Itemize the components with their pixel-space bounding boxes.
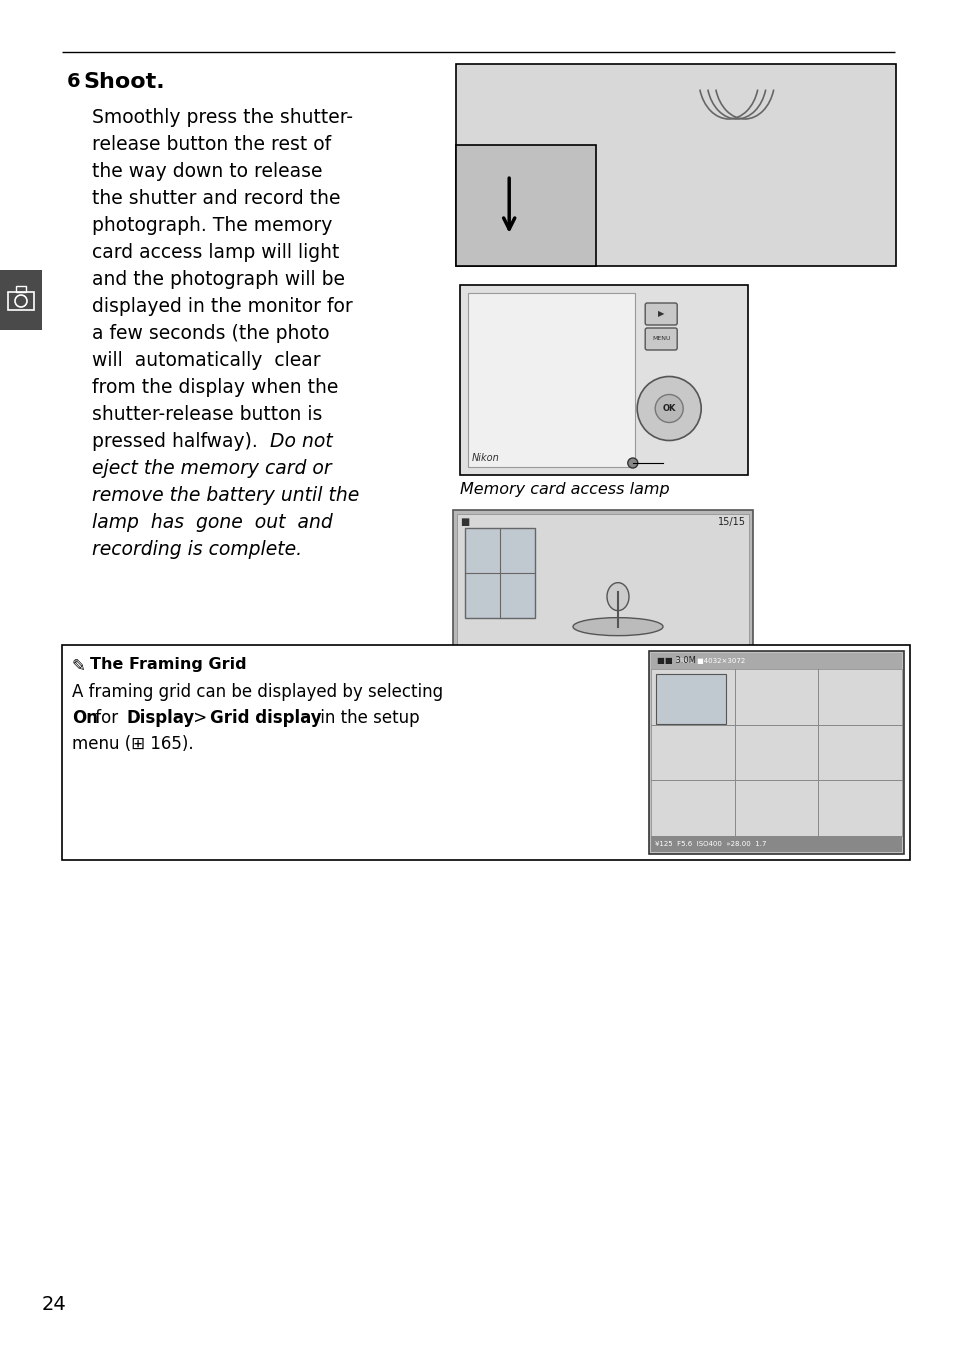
Text: release button the rest of: release button the rest of bbox=[91, 134, 331, 153]
Circle shape bbox=[655, 394, 682, 422]
Text: OK: OK bbox=[661, 404, 675, 413]
Bar bbox=[456, 145, 596, 266]
Text: menu (⊞ 165).: menu (⊞ 165). bbox=[71, 734, 193, 753]
Bar bbox=[8, 292, 34, 309]
Bar bbox=[650, 668, 901, 837]
Text: photograph. The memory: photograph. The memory bbox=[91, 217, 332, 235]
Bar bbox=[0, 270, 42, 330]
Bar bbox=[456, 514, 748, 654]
Text: Do not: Do not bbox=[270, 432, 333, 451]
Text: >: > bbox=[188, 709, 212, 728]
Ellipse shape bbox=[606, 582, 628, 611]
Text: shutter-release button is: shutter-release button is bbox=[91, 405, 322, 424]
Bar bbox=[468, 293, 635, 467]
Text: from the display when the: from the display when the bbox=[91, 378, 338, 397]
FancyBboxPatch shape bbox=[644, 328, 677, 350]
Text: recording is complete.: recording is complete. bbox=[91, 539, 302, 560]
Text: 15/15: 15/15 bbox=[718, 516, 745, 527]
Text: 6: 6 bbox=[67, 73, 81, 91]
Bar bbox=[464, 529, 535, 617]
Text: card access lamp will light: card access lamp will light bbox=[91, 243, 339, 262]
Bar bbox=[648, 651, 903, 854]
Text: pressed halfway).: pressed halfway). bbox=[91, 432, 263, 451]
Bar bbox=[650, 837, 901, 851]
Text: and the photograph will be: and the photograph will be bbox=[91, 270, 345, 289]
Bar bbox=[656, 674, 725, 724]
Circle shape bbox=[627, 459, 638, 468]
Text: ✎: ✎ bbox=[71, 656, 86, 675]
Bar bbox=[453, 510, 752, 672]
Text: 1/4: 1/4 bbox=[462, 656, 478, 666]
Text: A framing grid can be displayed by selecting: A framing grid can be displayed by selec… bbox=[71, 683, 442, 701]
Text: will  automatically  clear: will automatically clear bbox=[91, 351, 320, 370]
Text: The Framing Grid: The Framing Grid bbox=[90, 656, 247, 672]
Text: 24: 24 bbox=[42, 1295, 67, 1314]
Text: ■: ■ bbox=[459, 516, 469, 527]
Text: ¥125  F5.6  ISO400  »28.00  1.7: ¥125 F5.6 ISO400 »28.00 1.7 bbox=[655, 841, 765, 847]
Text: Smoothly press the shutter-: Smoothly press the shutter- bbox=[91, 108, 353, 126]
Ellipse shape bbox=[573, 617, 662, 636]
Text: Memory card access lamp: Memory card access lamp bbox=[459, 482, 669, 498]
Bar bbox=[650, 654, 901, 668]
Text: Display: Display bbox=[126, 709, 194, 728]
FancyBboxPatch shape bbox=[644, 303, 677, 325]
Text: Grid display: Grid display bbox=[210, 709, 321, 728]
Bar bbox=[459, 285, 747, 475]
Bar bbox=[456, 654, 748, 668]
Text: the way down to release: the way down to release bbox=[91, 161, 322, 182]
Bar bbox=[456, 65, 895, 266]
Text: the shutter and record the: the shutter and record the bbox=[91, 190, 340, 208]
Text: displayed in the monitor for: displayed in the monitor for bbox=[91, 297, 353, 316]
Text: for: for bbox=[90, 709, 123, 728]
Text: remove the battery until the: remove the battery until the bbox=[91, 486, 359, 504]
Text: in the setup: in the setup bbox=[314, 709, 419, 728]
Bar bbox=[16, 286, 26, 292]
Text: On: On bbox=[71, 709, 98, 728]
Text: MENU: MENU bbox=[651, 336, 670, 342]
Text: ■■ 3.0M: ■■ 3.0M bbox=[657, 656, 695, 666]
Circle shape bbox=[637, 377, 700, 441]
Text: Nikon: Nikon bbox=[472, 453, 499, 463]
Text: Shoot.: Shoot. bbox=[83, 73, 165, 91]
Text: eject the memory card or: eject the memory card or bbox=[91, 459, 332, 477]
Text: ▶: ▶ bbox=[658, 309, 663, 319]
Bar bbox=[62, 646, 909, 859]
Text: FINE  ■4032×3072: FINE ■4032×3072 bbox=[676, 658, 744, 664]
Text: a few seconds (the photo: a few seconds (the photo bbox=[91, 324, 329, 343]
Text: lamp  has  gone  out  and: lamp has gone out and bbox=[91, 512, 333, 533]
